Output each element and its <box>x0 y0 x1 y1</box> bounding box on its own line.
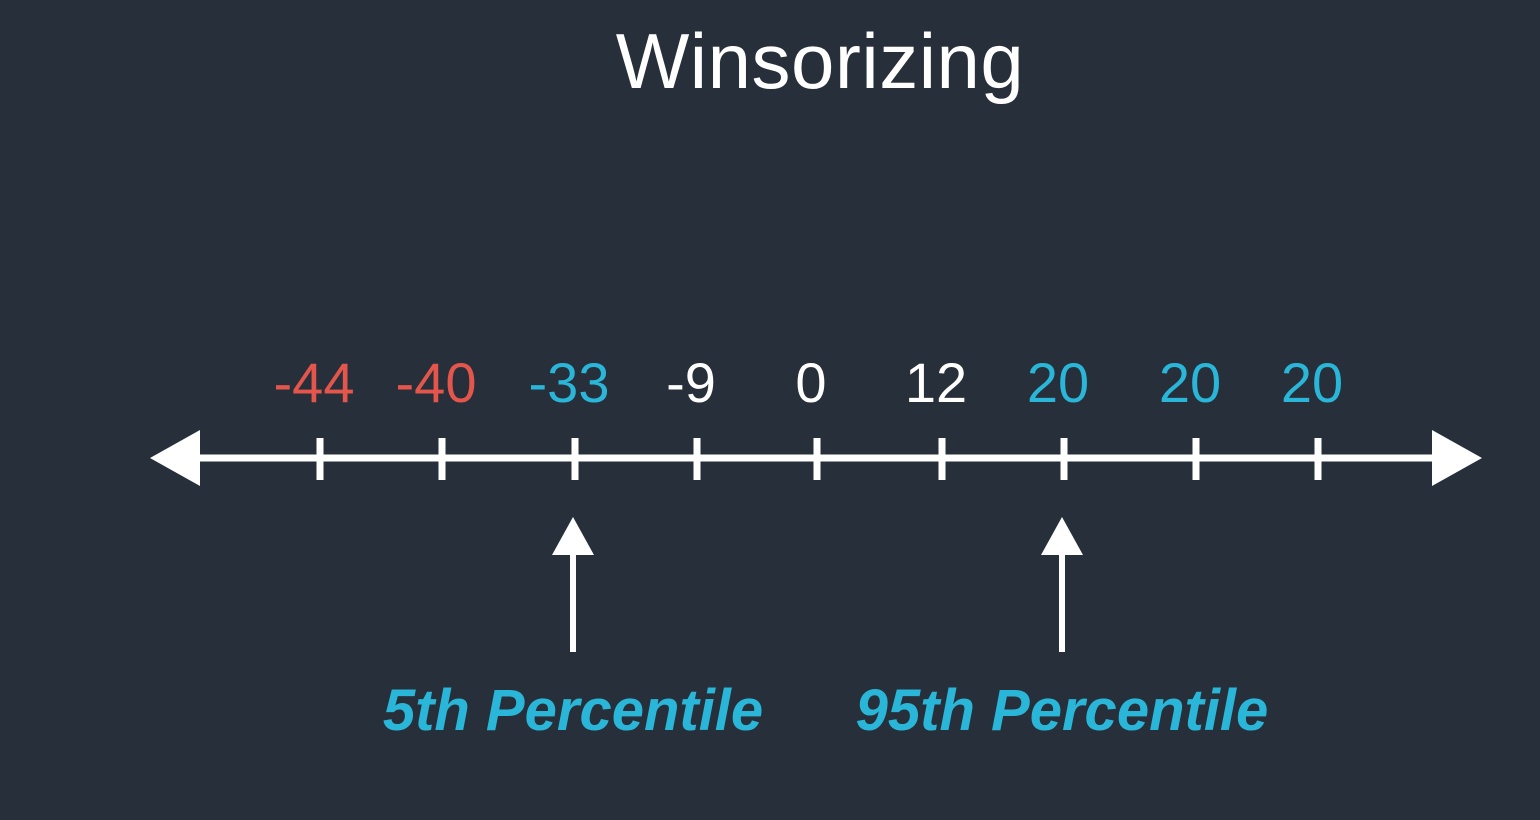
right-arrowhead-icon <box>1432 430 1482 486</box>
value-label: -33 <box>529 351 610 414</box>
percentile-markers: 5th Percentile 95th Percentile <box>383 517 1269 743</box>
value-label: 20 <box>1027 351 1089 414</box>
slide-title: Winsorizing <box>615 17 1025 105</box>
percentile-label: 5th Percentile <box>383 678 763 743</box>
value-label: -44 <box>274 351 355 414</box>
left-arrowhead-icon <box>150 430 200 486</box>
value-label: 12 <box>905 351 967 414</box>
percentile-marker: 95th Percentile <box>856 517 1269 743</box>
value-label: -40 <box>396 351 477 414</box>
tick-marks <box>316 438 1322 480</box>
value-label: -9 <box>666 351 716 414</box>
value-label: 0 <box>795 351 826 414</box>
value-label: 20 <box>1281 351 1343 414</box>
up-arrow-icon <box>552 517 594 555</box>
value-label: 20 <box>1159 351 1221 414</box>
up-arrow-icon <box>1041 517 1083 555</box>
value-labels: -44 -40 -33 -9 0 12 20 20 20 <box>274 351 1344 414</box>
percentile-marker: 5th Percentile <box>383 517 763 743</box>
percentile-label: 95th Percentile <box>856 678 1269 743</box>
